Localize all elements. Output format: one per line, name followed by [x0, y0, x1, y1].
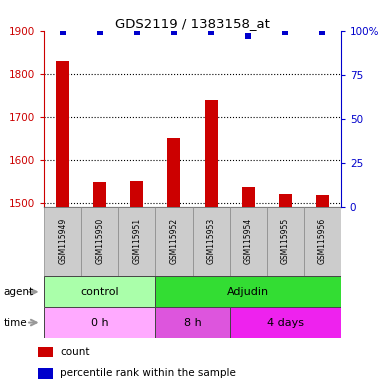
Text: time: time: [4, 318, 27, 328]
Point: [60, 30, 66, 36]
FancyBboxPatch shape: [229, 207, 267, 276]
Point: [134, 30, 140, 36]
Bar: [94, 182, 106, 207]
Text: GSM115956: GSM115956: [318, 217, 327, 264]
Point: [208, 30, 214, 36]
Bar: [167, 138, 181, 207]
Point: [282, 30, 288, 36]
Text: 0 h: 0 h: [91, 318, 109, 328]
Title: GDS2119 / 1383158_at: GDS2119 / 1383158_at: [115, 17, 270, 30]
Bar: [204, 100, 218, 207]
Point: [319, 30, 325, 36]
Text: count: count: [60, 347, 90, 358]
FancyBboxPatch shape: [44, 276, 156, 307]
Text: percentile rank within the sample: percentile rank within the sample: [60, 368, 236, 379]
Text: Adjudin: Adjudin: [227, 287, 269, 297]
Point: [245, 33, 251, 39]
FancyBboxPatch shape: [119, 207, 156, 276]
Text: GSM115952: GSM115952: [169, 217, 179, 263]
Text: GSM115954: GSM115954: [244, 217, 253, 264]
FancyBboxPatch shape: [267, 207, 304, 276]
Text: 4 days: 4 days: [267, 318, 304, 328]
Bar: [38, 347, 53, 358]
Text: GSM115953: GSM115953: [206, 217, 216, 264]
Bar: [242, 187, 254, 207]
Text: control: control: [80, 287, 119, 297]
Text: GSM115955: GSM115955: [281, 217, 290, 264]
FancyBboxPatch shape: [192, 207, 229, 276]
FancyBboxPatch shape: [44, 307, 156, 338]
FancyBboxPatch shape: [229, 307, 341, 338]
Text: agent: agent: [4, 287, 34, 297]
Text: 8 h: 8 h: [184, 318, 201, 328]
Text: GSM115950: GSM115950: [95, 217, 104, 264]
Bar: [56, 61, 69, 207]
Point: [97, 30, 103, 36]
FancyBboxPatch shape: [156, 276, 341, 307]
Bar: [279, 194, 291, 207]
Bar: [131, 180, 143, 207]
Bar: [316, 195, 329, 207]
FancyBboxPatch shape: [81, 207, 119, 276]
FancyBboxPatch shape: [156, 307, 229, 338]
FancyBboxPatch shape: [44, 207, 81, 276]
FancyBboxPatch shape: [156, 207, 192, 276]
Text: GSM115951: GSM115951: [132, 217, 141, 263]
Text: GSM115949: GSM115949: [58, 217, 67, 264]
Bar: [38, 368, 53, 379]
Point: [171, 30, 177, 36]
FancyBboxPatch shape: [304, 207, 341, 276]
